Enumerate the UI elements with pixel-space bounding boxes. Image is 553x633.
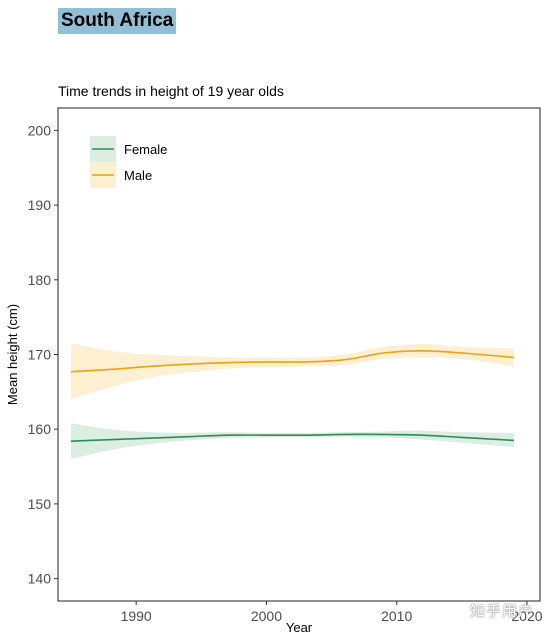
series-line-female: [70, 433, 514, 442]
y-tick-label: 180: [28, 272, 52, 288]
x-axis-title: Year: [286, 620, 313, 633]
series-lines: [70, 349, 515, 442]
confidence-bands: [71, 343, 514, 460]
country-title: South Africa: [58, 8, 177, 34]
x-axis: 1990 2000 2010 2020: [121, 601, 543, 624]
x-tick-label: 1990: [121, 608, 152, 624]
series-line-male: [70, 349, 515, 373]
y-tick-label: 160: [28, 421, 52, 437]
x-tick-label: 2010: [381, 608, 412, 624]
y-axis-title: Mean height (cm): [5, 304, 20, 405]
watermark: 知乎用户: [470, 602, 535, 620]
y-tick-label: 140: [28, 571, 52, 587]
legend: Female Male: [90, 136, 167, 188]
y-tick-label: 150: [28, 496, 52, 512]
y-axis: 140 150 160 170 180 190 200: [28, 122, 58, 587]
legend-item-male: Male: [90, 162, 152, 188]
x-tick-label: 2020: [511, 608, 542, 624]
legend-label: Female: [124, 142, 167, 157]
x-tick-label: 2000: [251, 608, 282, 624]
legend-item-female: Female: [90, 136, 167, 162]
y-tick-label: 200: [28, 122, 52, 138]
ci-band-male: [71, 343, 514, 400]
chart-subtitle: Time trends in height of 19 year olds: [58, 83, 284, 99]
y-tick-label: 170: [28, 347, 52, 363]
y-tick-label: 190: [28, 197, 52, 213]
legend-label: Male: [124, 168, 152, 183]
ci-band-female: [71, 423, 514, 460]
